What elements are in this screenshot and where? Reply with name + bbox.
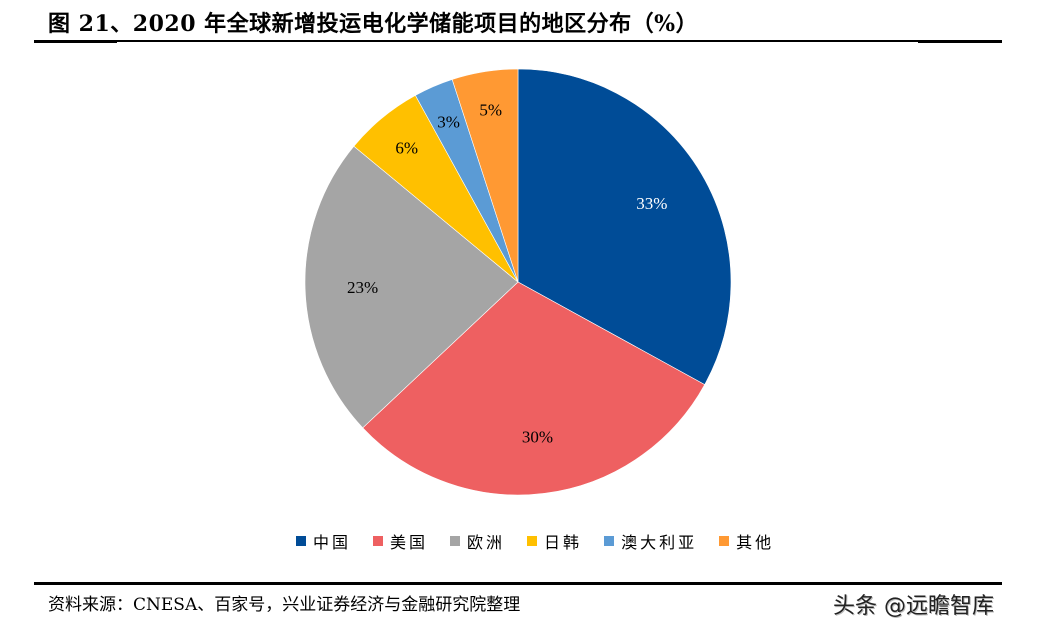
legend-item-australia: 澳大利亚 bbox=[604, 529, 697, 553]
title-divider-right-accent bbox=[918, 40, 1002, 43]
legend-item-usa: 美国 bbox=[373, 529, 428, 553]
slice-label-china: 33% bbox=[636, 194, 667, 213]
pie-slices bbox=[304, 68, 732, 496]
legend-swatch-icon bbox=[604, 536, 615, 546]
legend-item-europe: 欧洲 bbox=[450, 529, 505, 553]
slice-label-australia: 3% bbox=[437, 113, 460, 132]
legend-item-other: 其他 bbox=[719, 529, 774, 553]
legend-label: 美国 bbox=[390, 533, 429, 552]
pie-labels: 33% 30% 23% 6% 3% 5% bbox=[347, 100, 667, 446]
pie-slice-europe bbox=[304, 145, 519, 429]
legend-item-japan-korea: 日韩 bbox=[527, 529, 582, 553]
pie-slice-other bbox=[451, 68, 519, 283]
legend-swatch-icon bbox=[527, 536, 538, 546]
legend-swatch-icon bbox=[296, 536, 306, 546]
legend-label: 日韩 bbox=[544, 533, 583, 552]
legend-swatch-icon bbox=[719, 536, 730, 546]
slice-label-japan-korea: 6% bbox=[395, 138, 418, 157]
chart-title: 图 21、2020 年全球新增投运电化学储能项目的地区分布（%） bbox=[48, 11, 699, 37]
legend-label: 中国 bbox=[313, 533, 352, 552]
pie-slice-china bbox=[517, 68, 732, 386]
slice-label-other: 5% bbox=[479, 100, 502, 119]
title-divider bbox=[34, 40, 1002, 42]
chart-legend: 中国 美国 欧洲 日韩 澳大利亚 其他 bbox=[296, 528, 796, 554]
slice-label-usa: 30% bbox=[522, 427, 553, 446]
legend-swatch-icon bbox=[373, 536, 384, 546]
legend-label: 其他 bbox=[736, 533, 775, 552]
title-divider-left-accent bbox=[34, 40, 117, 43]
source-divider bbox=[34, 582, 1002, 585]
legend-item-china: 中国 bbox=[296, 529, 351, 553]
pie-chart: 33% 30% 23% 6% 3% 5% bbox=[304, 68, 732, 496]
legend-label: 澳大利亚 bbox=[621, 533, 698, 552]
slice-label-europe: 23% bbox=[347, 278, 378, 297]
pie-slice-usa bbox=[362, 281, 706, 496]
watermark: 头条 @远瞻智库 bbox=[833, 594, 994, 619]
source-note: 资料来源：CNESA、百家号，兴业证券经济与金融研究院整理 bbox=[48, 595, 521, 615]
legend-swatch-icon bbox=[450, 536, 461, 546]
legend-label: 欧洲 bbox=[467, 533, 506, 552]
